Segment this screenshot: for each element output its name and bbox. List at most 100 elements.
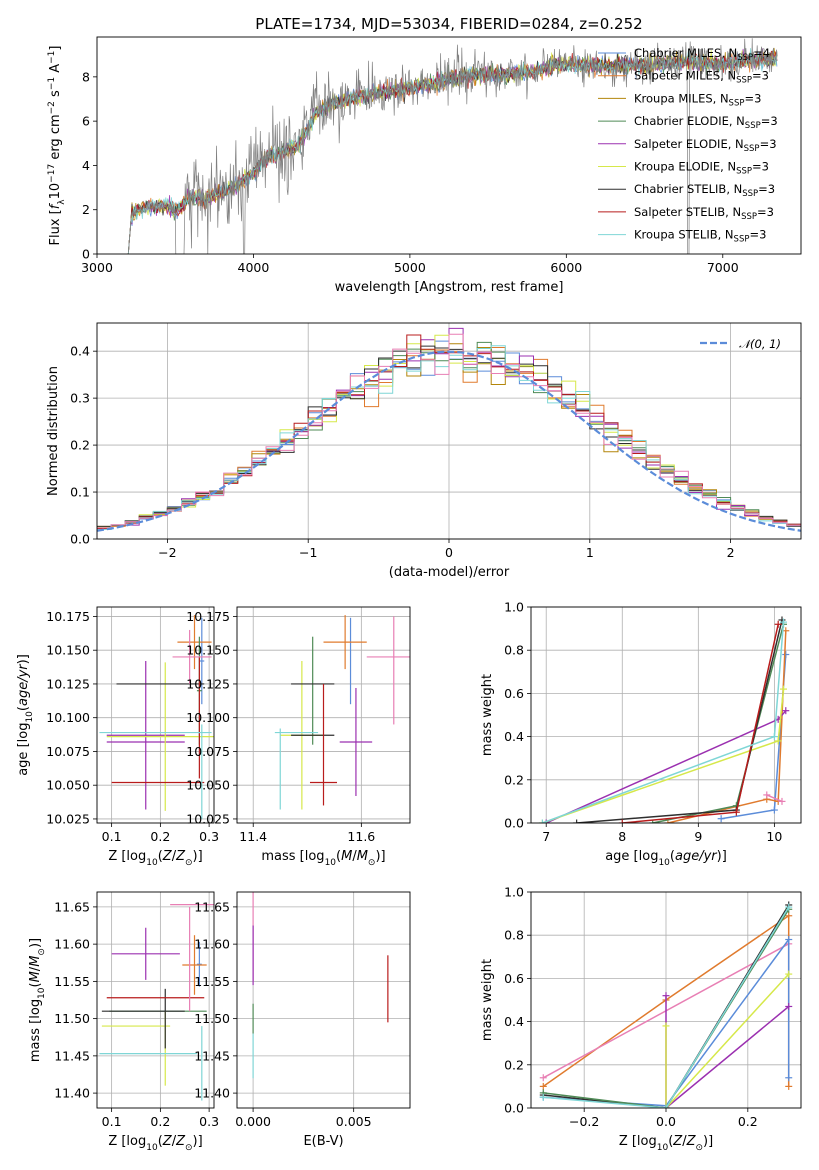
x-tick-label: 11.4 — [239, 829, 267, 844]
y-tick-label: 11.45 — [54, 1048, 90, 1063]
x-axis-label: E(B-V) — [303, 1134, 343, 1149]
panel-residual-histogram: −2 −1 0 1 2 0.0 0.1 0.2 0.3 0.4 𝒩(0, 1) (data-model… — [46, 322, 802, 580]
x-tick-label: 0.1 — [102, 1114, 122, 1129]
plot-area — [252, 892, 389, 1079]
axes-frame — [96, 891, 215, 1109]
plot-area — [538, 616, 790, 823]
weight-line — [766, 794, 783, 803]
weight-line — [652, 624, 785, 823]
weight-marker — [782, 707, 790, 715]
weight-line — [543, 908, 790, 1108]
weight-marker — [662, 992, 670, 1000]
weight-marker — [763, 791, 771, 799]
spectrum-legend: Chabrier MILES, NSSP=4 Salpeter MILES, NS… — [598, 46, 778, 245]
legend-label: 𝒩(0, 1) — [739, 337, 781, 351]
legend-label: Chabrier MILES, NSSP=4 — [634, 46, 770, 63]
x-tick-label: 8 — [618, 829, 626, 844]
y-tick-label: 0.3 — [70, 391, 90, 406]
legend-label: Salpeter MILES, NSSP=3 — [634, 69, 769, 86]
weight-marker — [785, 1082, 793, 1090]
x-tick-label: 4000 — [238, 260, 270, 275]
x-tick-label: 0.0 — [656, 1114, 676, 1129]
axes-frame — [530, 606, 802, 824]
weight-marker — [782, 651, 790, 659]
legend-label: Kroupa ELODIE, NSSP=3 — [634, 160, 769, 177]
weight-marker — [662, 1022, 670, 1030]
x-axis-label: (data-model)/error — [389, 565, 510, 580]
weight-marker — [573, 819, 581, 823]
x-tick-label: 7000 — [707, 260, 739, 275]
y-tick-label: 4 — [82, 158, 90, 173]
x-tick-label: 0.1 — [102, 829, 122, 844]
legend-label: Salpeter STELIB, NSSP=3 — [634, 205, 774, 222]
errorbar-point — [111, 927, 180, 980]
plot-area — [99, 615, 214, 819]
axes-frame — [96, 606, 215, 824]
axes-frame — [530, 891, 802, 1109]
weight-marker — [618, 819, 626, 823]
axes-frame — [236, 891, 411, 1109]
y-tick-label: 11.50 — [194, 1011, 230, 1026]
weight-marker — [717, 815, 725, 823]
plot-area — [127, 38, 778, 254]
y-tick-label: 1.0 — [504, 600, 524, 615]
plot-area — [274, 615, 410, 810]
y-tick-label: 10.075 — [186, 744, 230, 759]
panel-age-vs-Z: 0.1 0.2 0.3 10.025 10.050 10.075 10.100 10.125 1… — [16, 606, 219, 868]
weight-marker — [539, 1074, 547, 1082]
x-axis-label: Z [log10(Z/Z⊙)] — [108, 1134, 202, 1153]
y-tick-label: 10.050 — [186, 778, 230, 793]
x-tick-label: 7 — [542, 829, 550, 844]
y-tick-label: 10.175 — [186, 609, 230, 624]
x-tick-label: 11.6 — [347, 829, 375, 844]
weight-marker — [780, 685, 788, 693]
x-tick-label: 0.000 — [235, 1114, 271, 1129]
y-tick-label: 0.0 — [504, 816, 524, 831]
x-axis-label: mass [log10(M/M⊙)] — [261, 849, 385, 868]
y-axis-label: mass weight — [480, 959, 495, 1041]
x-tick-label: 3000 — [81, 260, 113, 275]
legend-label: Kroupa STELIB, NSSP=3 — [634, 228, 766, 245]
weight-line — [622, 624, 779, 823]
x-tick-label: 10 — [766, 829, 782, 844]
errorbar-point — [106, 662, 214, 811]
x-tick-label: 5000 — [394, 260, 426, 275]
panel-mass-vs-EBV: 0.000 0.005 11.40 11.45 11.50 11.55 11.60 11.65… — [194, 891, 411, 1149]
weight-line — [667, 630, 787, 823]
weight-marker — [662, 1104, 670, 1108]
y-tick-label: 0.6 — [504, 971, 524, 986]
y-tick-label: 10.175 — [46, 609, 90, 624]
normal-legend: 𝒩(0, 1) — [700, 337, 781, 351]
x-axis-label: Z [log10(Z/Z⊙)] — [619, 1134, 713, 1153]
legend-label: Salpeter ELODIE, NSSP=3 — [634, 137, 777, 154]
y-tick-label: 10.125 — [186, 676, 230, 691]
y-tick-label: 0.0 — [70, 532, 90, 547]
x-axis-label: age [log10(age/yr)] — [605, 849, 727, 868]
x-tick-label: 6000 — [550, 260, 582, 275]
x-tick-label: 2 — [727, 545, 735, 560]
y-tick-label: 1.0 — [504, 885, 524, 900]
weight-marker — [785, 1074, 793, 1082]
y-tick-label: 11.55 — [194, 974, 230, 989]
y-tick-label: 10.050 — [46, 778, 90, 793]
weight-marker — [539, 1093, 547, 1101]
y-tick-label: 10.025 — [46, 811, 90, 826]
x-axis-label: wavelength [Angstrom, rest frame] — [335, 280, 564, 295]
y-tick-label: 0.1 — [70, 485, 90, 500]
errorbar-point — [177, 615, 212, 670]
y-tick-label: 2 — [82, 202, 90, 217]
y-tick-label: 0.2 — [504, 772, 524, 787]
y-tick-label: 11.65 — [54, 899, 90, 914]
x-tick-label: 0.3 — [199, 829, 219, 844]
y-tick-label: 10.100 — [186, 710, 230, 725]
weight-marker — [538, 819, 546, 823]
y-tick-label: 0.6 — [504, 686, 524, 701]
y-tick-label: 10.150 — [186, 643, 230, 658]
legend-label: Kroupa MILES, NSSP=3 — [634, 91, 761, 108]
plot-area — [97, 327, 801, 539]
y-tick-label: 10.075 — [46, 744, 90, 759]
errorbar-point — [106, 661, 185, 810]
weight-marker — [780, 618, 788, 626]
weight-marker — [778, 797, 786, 805]
y-tick-label: 11.65 — [194, 899, 230, 914]
